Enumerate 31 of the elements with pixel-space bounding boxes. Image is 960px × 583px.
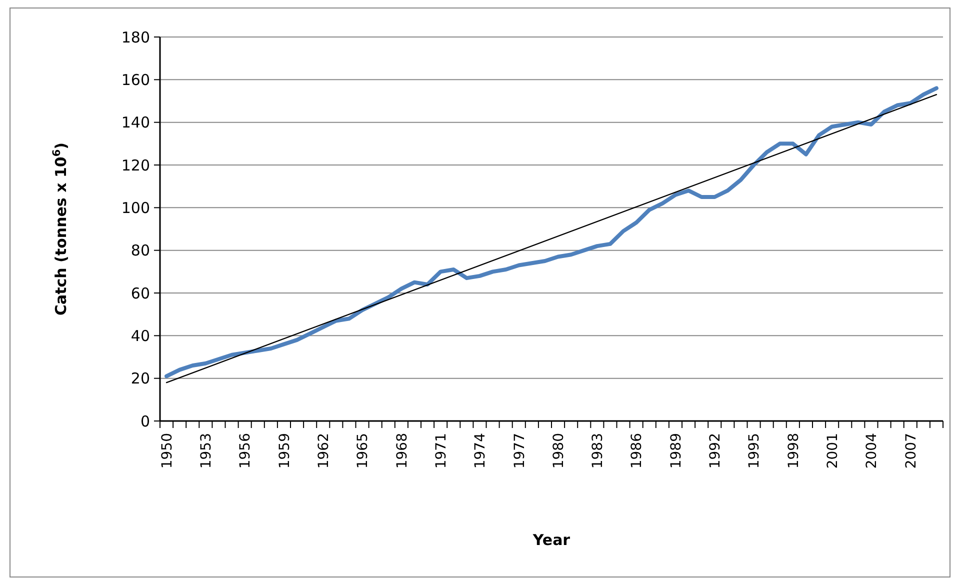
y-tick-label: 140 xyxy=(121,114,150,132)
x-tick-label: 1974 xyxy=(472,432,489,469)
x-tick-label: 1986 xyxy=(629,432,646,469)
x-tick-label: 1962 xyxy=(316,433,332,469)
x-tick-label: 2004 xyxy=(864,432,880,469)
y-tick-label: 120 xyxy=(121,156,150,174)
x-tick-label: 2007 xyxy=(903,433,920,469)
x-axis-title: Year xyxy=(532,531,571,549)
x-tick-label: 1959 xyxy=(276,433,293,469)
y-tick-label: 60 xyxy=(130,284,150,302)
x-tick-label: 1977 xyxy=(512,433,528,469)
x-tick-label: 1998 xyxy=(786,433,802,469)
x-tick-label: 1989 xyxy=(668,433,684,469)
x-tick-label: 1971 xyxy=(433,433,450,469)
y-tick-label: 40 xyxy=(130,326,150,345)
y-tick-label: 80 xyxy=(130,242,150,260)
x-tick-label: 1983 xyxy=(590,433,606,469)
y-tick-label: 160 xyxy=(121,70,150,89)
x-tick-label: 1968 xyxy=(394,433,410,469)
y-tick-label: 100 xyxy=(121,198,150,217)
x-tick-label: 1965 xyxy=(355,433,372,469)
x-tick-label: 1956 xyxy=(238,432,254,469)
y-tick-label: 20 xyxy=(130,370,150,388)
x-tick-label: 1980 xyxy=(550,433,567,469)
y-tick-label: 180 xyxy=(121,28,150,46)
x-tick-label: 1995 xyxy=(746,433,763,469)
x-tick-label: 2001 xyxy=(824,433,841,469)
x-tick-label: 1953 xyxy=(198,433,215,469)
y-tick-label: 0 xyxy=(140,412,150,430)
x-tick-label: 1950 xyxy=(159,433,176,469)
x-tick-label: 1992 xyxy=(708,433,724,469)
